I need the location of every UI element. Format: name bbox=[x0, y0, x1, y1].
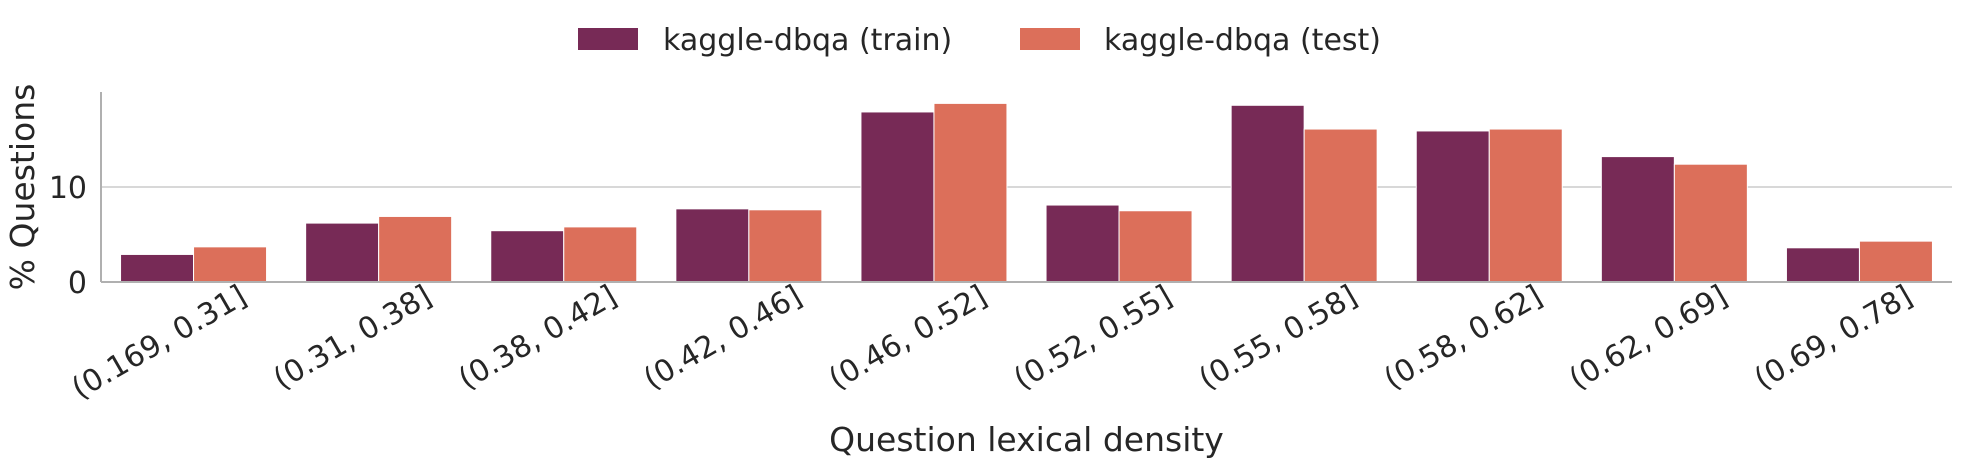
x-tick-label: (0.42, 0.46] bbox=[638, 279, 808, 397]
x-tick-labels: (0.169, 0.31] (0.31, 0.38] (0.38, 0.42] (0.… bbox=[66, 279, 1918, 407]
bar-test bbox=[1118, 210, 1193, 283]
legend-label-test: kaggle-dbqa (test) bbox=[1104, 23, 1381, 58]
bar-test bbox=[1673, 163, 1748, 283]
bar-train bbox=[120, 253, 195, 283]
y-tick-label: 10 bbox=[49, 171, 87, 206]
x-tick-label: (0.31, 0.38] bbox=[268, 279, 438, 397]
legend-swatch-train bbox=[578, 28, 638, 50]
bar-train bbox=[1785, 247, 1860, 283]
y-tick-labels: 0 10 bbox=[49, 171, 87, 301]
legend: kaggle-dbqa (train) kaggle-dbqa (test) bbox=[578, 23, 1381, 58]
bar-test bbox=[193, 246, 268, 283]
bar-test bbox=[1488, 128, 1563, 283]
x-tick-label: (0.38, 0.42] bbox=[453, 279, 623, 397]
bar-test bbox=[1858, 240, 1933, 283]
bar-test bbox=[378, 215, 453, 283]
bar-train bbox=[860, 111, 935, 283]
x-tick-label: (0.58, 0.62] bbox=[1378, 279, 1548, 397]
bar-train bbox=[1230, 104, 1305, 283]
bar-test bbox=[1303, 128, 1378, 283]
bar-train bbox=[675, 208, 750, 283]
x-tick-label: (0.46, 0.52] bbox=[823, 279, 993, 397]
x-tick-label: (0.52, 0.55] bbox=[1008, 279, 1178, 397]
bar-test bbox=[563, 226, 638, 283]
x-tick-label: (0.55, 0.58] bbox=[1193, 279, 1363, 397]
bar-train bbox=[1045, 204, 1120, 283]
x-axis-label: Question lexical density bbox=[829, 420, 1224, 459]
bar-train bbox=[1415, 130, 1490, 283]
bar-test bbox=[748, 209, 823, 283]
bar-train bbox=[490, 230, 565, 283]
bar-train bbox=[305, 222, 380, 283]
legend-swatch-test bbox=[1020, 28, 1080, 50]
bar-test bbox=[933, 102, 1008, 283]
x-tick-label: (0.69, 0.78] bbox=[1748, 279, 1918, 397]
y-axis-label: % Questions bbox=[3, 84, 42, 291]
bar-train bbox=[1600, 156, 1675, 283]
bars bbox=[120, 102, 1933, 283]
x-tick-label: (0.62, 0.69] bbox=[1563, 279, 1733, 397]
x-tick-label: (0.169, 0.31] bbox=[66, 279, 253, 407]
y-tick-label: 0 bbox=[68, 266, 87, 301]
legend-label-train: kaggle-dbqa (train) bbox=[663, 23, 952, 58]
